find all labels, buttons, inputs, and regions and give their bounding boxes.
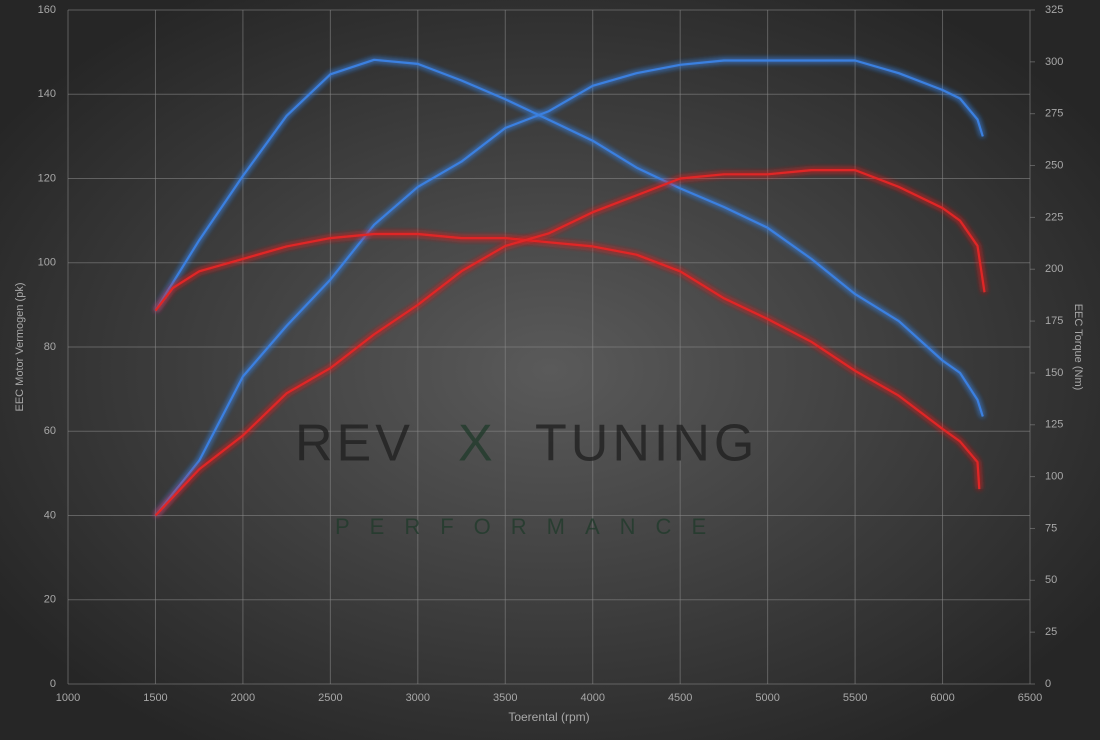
watermark-text: REV [295, 415, 414, 473]
y-tick-label: 60 [44, 425, 56, 437]
y2-tick-label: 200 [1045, 263, 1063, 275]
x-axis-label: Toerental (rpm) [508, 710, 589, 724]
x-tick-label: 5500 [843, 692, 867, 704]
x-tick-label: 5000 [755, 692, 779, 704]
series-line [154, 58, 984, 417]
x-tick-label: 2500 [318, 692, 342, 704]
x-tick-label: 4500 [668, 692, 692, 704]
y2-tick-label: 50 [1045, 574, 1057, 586]
series-line [154, 59, 984, 517]
watermark-text: PERFORMANCE [335, 514, 726, 539]
y-tick-label: 100 [38, 257, 56, 269]
y2-tick-label: 0 [1045, 678, 1051, 690]
y2-tick-label: 250 [1045, 159, 1063, 171]
series-line [154, 232, 981, 490]
y2-tick-label: 100 [1045, 471, 1063, 483]
y2-tick-label: 275 [1045, 108, 1063, 120]
y-tick-label: 20 [44, 594, 56, 606]
x-tick-label: 3000 [406, 692, 430, 704]
x-tick-label: 6000 [930, 692, 954, 704]
y-axis-label: EEC Motor Vermogen (pk) [14, 283, 26, 412]
series-line [154, 169, 986, 517]
y-tick-label: 160 [38, 4, 56, 16]
y-tick-label: 80 [44, 341, 56, 353]
y2-axis-label: EEC Torque (Nm) [1072, 304, 1084, 391]
x-tick-label: 4000 [580, 692, 604, 704]
y-tick-label: 140 [38, 88, 56, 100]
y2-tick-label: 25 [1045, 626, 1057, 638]
y2-tick-label: 325 [1045, 4, 1063, 16]
x-tick-label: 1500 [143, 692, 167, 704]
y2-tick-label: 125 [1045, 419, 1063, 431]
y2-tick-label: 300 [1045, 56, 1063, 68]
y2-tick-label: 225 [1045, 211, 1063, 223]
y-tick-label: 40 [44, 509, 56, 521]
watermark-text: X [458, 415, 497, 473]
y-tick-label: 120 [38, 172, 56, 184]
x-tick-label: 1000 [56, 692, 80, 704]
y-tick-label: 0 [50, 678, 56, 690]
y2-tick-label: 75 [1045, 522, 1057, 534]
y2-tick-label: 175 [1045, 315, 1063, 327]
watermark-text: TUNING [535, 415, 758, 473]
x-tick-label: 6500 [1018, 692, 1042, 704]
x-tick-label: 3500 [493, 692, 517, 704]
watermark: REV X TUNING PERFORMANCE [295, 415, 758, 539]
x-tick-label: 2000 [231, 692, 255, 704]
y2-tick-label: 150 [1045, 367, 1063, 379]
